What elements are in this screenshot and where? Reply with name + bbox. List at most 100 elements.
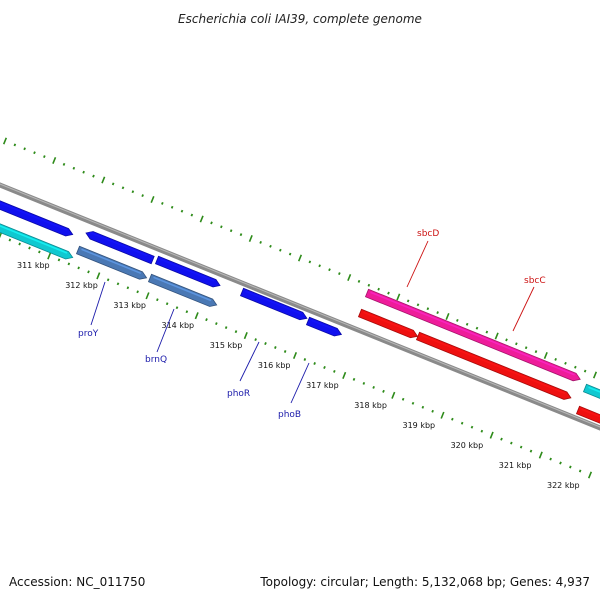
outer-tick: [23, 147, 26, 151]
inner-tick: [215, 322, 218, 326]
outer-tick: [121, 186, 125, 190]
gene-sbcD-magenta-shine: [370, 291, 575, 376]
inner-tick: [264, 342, 267, 346]
kbp-label: 316 kbp: [258, 361, 291, 370]
outer-tick: [52, 156, 57, 165]
inner-tick: [175, 306, 179, 310]
inner-tick: [587, 471, 593, 479]
inner-tick: [569, 465, 572, 469]
outer-tick: [248, 234, 253, 243]
outer-tick: [494, 332, 499, 340]
outer-tick: [338, 272, 341, 276]
inner-tick: [303, 358, 307, 361]
inner-tick: [440, 411, 445, 419]
inner-tick: [67, 262, 71, 266]
inner-tick: [274, 346, 277, 349]
inner-tick: [559, 461, 562, 465]
inner-tick: [489, 431, 494, 439]
inner-tick: [500, 437, 503, 441]
outer-tick: [387, 291, 390, 295]
inner-tick: [136, 290, 139, 294]
gene-blue-2: [85, 231, 155, 265]
inner-tick: [382, 389, 385, 393]
inner-tick: [0, 232, 3, 239]
inner-tick: [145, 292, 150, 300]
outer-tick: [2, 137, 8, 145]
outer-tick: [170, 205, 174, 209]
outer-tick: [72, 166, 76, 170]
gene-label-sbcC: sbcC: [524, 276, 546, 286]
gene-sbcC-red-shine: [421, 334, 566, 395]
gene-blue-4-shine: [245, 290, 302, 315]
inner-tick: [431, 409, 434, 413]
inner-tick: [185, 310, 189, 314]
kbp-label: 318 kbp: [354, 401, 387, 410]
genome-summary: Topology: circular; Length: 5,132,068 bp…: [259, 575, 590, 589]
outer-tick: [583, 369, 587, 373]
outer-tick: [259, 240, 262, 244]
inner-tick: [165, 302, 169, 306]
outer-tick: [396, 293, 401, 301]
outer-tick: [199, 215, 204, 223]
map-title: Escherichia coli IAI39, complete genome: [178, 12, 422, 26]
label-leader: [512, 286, 535, 332]
inner-tick: [77, 266, 80, 270]
outer-tick: [574, 365, 577, 369]
outer-tick: [269, 244, 272, 248]
outer-tick: [101, 176, 106, 184]
outer-tick: [328, 268, 331, 272]
kbp-label: 321 kbp: [499, 461, 532, 470]
outer-tick: [406, 299, 410, 303]
kbp-label: 314 kbp: [162, 321, 195, 330]
label-leader: [290, 362, 310, 404]
outer-tick: [534, 350, 538, 354]
label-leader: [239, 341, 260, 382]
outer-tick: [436, 311, 439, 315]
gene-label-phoB: phoB: [278, 410, 301, 420]
inner-tick: [323, 365, 326, 369]
inner-tick: [243, 332, 248, 340]
inner-tick: [391, 391, 396, 399]
outer-tick: [279, 248, 282, 252]
outer-tick: [43, 155, 46, 159]
kbp-label: 311 kbp: [17, 261, 50, 270]
gene-steel-2-shine: [153, 276, 212, 302]
outer-tick: [456, 318, 459, 322]
outer-tick: [141, 194, 144, 198]
inner-tick: [8, 238, 12, 242]
inner-tick: [194, 312, 199, 320]
outer-tick: [475, 326, 479, 330]
outer-tick: [190, 213, 194, 217]
gene-label-phoR: phoR: [227, 389, 250, 399]
inner-tick: [234, 330, 238, 334]
inner-tick: [38, 250, 41, 254]
accession-label: Accession: NC_011750: [9, 575, 145, 589]
inner-tick: [470, 425, 474, 429]
outer-tick: [131, 190, 135, 194]
gene-blue-2-shine: [89, 231, 148, 257]
inner-tick: [451, 417, 454, 421]
gene-blue-5-shine: [311, 319, 336, 331]
outer-tick: [111, 182, 115, 186]
inner-tick: [352, 377, 356, 381]
outer-tick: [485, 330, 489, 334]
outer-tick: [150, 195, 155, 204]
inner-tick: [116, 282, 120, 286]
outer-tick: [505, 338, 508, 342]
outer-tick: [297, 254, 303, 262]
inner-tick: [18, 242, 21, 246]
gene-steel-1-shine: [81, 248, 142, 274]
outer-tick: [554, 357, 557, 361]
gene-cyan-right: [582, 383, 600, 399]
inner-tick: [96, 272, 101, 280]
inner-tick: [549, 457, 552, 461]
gene-cyan-left-shine: [0, 225, 68, 254]
gene-red-1-shine: [363, 311, 412, 333]
inner-tick: [47, 252, 52, 260]
inner-tick: [519, 445, 523, 449]
inner-tick: [510, 441, 513, 445]
outer-tick: [82, 170, 85, 174]
inner-tick: [480, 429, 484, 433]
gene-blue-1-shine: [0, 202, 68, 231]
